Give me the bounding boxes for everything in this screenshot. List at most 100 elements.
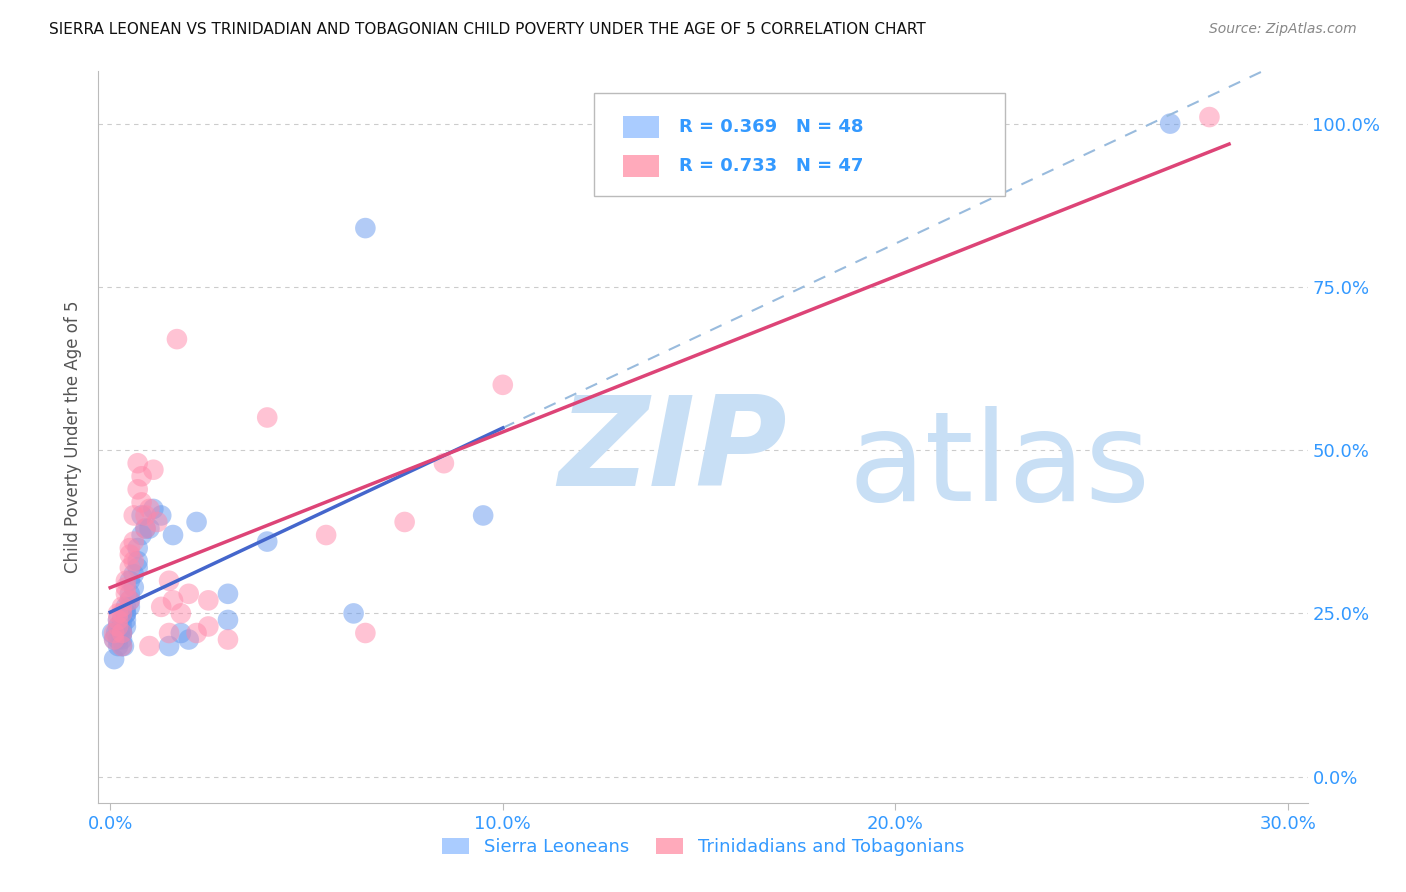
Point — [162, 593, 184, 607]
Point — [150, 508, 173, 523]
Point — [111, 632, 134, 647]
Point — [492, 377, 515, 392]
Point — [105, 626, 128, 640]
Point — [118, 548, 141, 562]
Point — [127, 483, 149, 497]
Point — [157, 574, 180, 588]
Point — [103, 626, 125, 640]
Point — [122, 554, 145, 568]
Point — [118, 593, 141, 607]
Point — [111, 639, 134, 653]
Point — [138, 521, 160, 535]
Point — [142, 502, 165, 516]
Point — [118, 560, 141, 574]
Point — [354, 221, 377, 235]
Point — [118, 574, 141, 588]
Point — [197, 619, 219, 633]
Point — [111, 626, 134, 640]
Point — [111, 599, 134, 614]
FancyBboxPatch shape — [595, 94, 1005, 195]
Point — [118, 599, 141, 614]
Point — [354, 626, 377, 640]
Text: Source: ZipAtlas.com: Source: ZipAtlas.com — [1209, 22, 1357, 37]
Point — [107, 619, 129, 633]
Point — [115, 607, 138, 621]
Point — [131, 528, 153, 542]
Point — [103, 632, 125, 647]
FancyBboxPatch shape — [623, 116, 659, 138]
Text: R = 0.733   N = 47: R = 0.733 N = 47 — [679, 158, 863, 176]
Point — [118, 593, 141, 607]
Point — [111, 639, 134, 653]
Point — [166, 332, 188, 346]
Point — [122, 534, 145, 549]
Point — [127, 554, 149, 568]
Point — [115, 574, 138, 588]
Point — [122, 580, 145, 594]
Point — [217, 632, 239, 647]
Point — [115, 580, 138, 594]
Y-axis label: Child Poverty Under the Age of 5: Child Poverty Under the Age of 5 — [65, 301, 83, 574]
Point — [217, 613, 239, 627]
Point — [433, 456, 456, 470]
Point — [186, 626, 208, 640]
Point — [118, 541, 141, 555]
Point — [107, 632, 129, 647]
Point — [127, 456, 149, 470]
Point — [107, 619, 129, 633]
Point — [315, 528, 337, 542]
Point — [135, 521, 157, 535]
Text: atlas: atlas — [848, 406, 1150, 527]
Point — [103, 652, 125, 666]
Point — [256, 410, 278, 425]
Point — [150, 599, 173, 614]
Point — [186, 515, 208, 529]
Point — [127, 560, 149, 574]
Point — [142, 463, 165, 477]
Point — [103, 632, 125, 647]
Point — [111, 619, 134, 633]
Point — [394, 515, 416, 529]
Point — [115, 607, 138, 621]
Point — [107, 613, 129, 627]
Point — [342, 607, 364, 621]
Point — [170, 607, 193, 621]
Point — [1159, 117, 1181, 131]
Point — [131, 495, 153, 509]
Point — [177, 587, 200, 601]
Point — [1198, 110, 1220, 124]
Text: SIERRA LEONEAN VS TRINIDADIAN AND TOBAGONIAN CHILD POVERTY UNDER THE AGE OF 5 CO: SIERRA LEONEAN VS TRINIDADIAN AND TOBAGO… — [49, 22, 927, 37]
Point — [115, 613, 138, 627]
Point — [111, 613, 134, 627]
Point — [157, 639, 180, 653]
FancyBboxPatch shape — [623, 155, 659, 178]
Point — [122, 567, 145, 582]
Legend: Sierra Leoneans, Trinidadians and Tobagonians: Sierra Leoneans, Trinidadians and Tobago… — [434, 830, 972, 863]
Point — [101, 626, 124, 640]
Point — [217, 587, 239, 601]
Point — [112, 639, 135, 653]
Point — [131, 469, 153, 483]
Point — [256, 534, 278, 549]
Point — [131, 508, 153, 523]
Point — [107, 639, 129, 653]
Point — [108, 626, 131, 640]
Point — [138, 639, 160, 653]
Text: R = 0.369   N = 48: R = 0.369 N = 48 — [679, 118, 863, 136]
Point — [135, 508, 157, 523]
Point — [107, 613, 129, 627]
Point — [157, 626, 180, 640]
Point — [115, 599, 138, 614]
Point — [111, 607, 134, 621]
Point — [107, 607, 129, 621]
Point — [197, 593, 219, 607]
Point — [115, 587, 138, 601]
Text: ZIP: ZIP — [558, 392, 786, 512]
Point — [115, 619, 138, 633]
Point — [111, 626, 134, 640]
Point — [162, 528, 184, 542]
Point — [127, 541, 149, 555]
Point — [118, 587, 141, 601]
Point — [472, 508, 495, 523]
Point — [122, 508, 145, 523]
